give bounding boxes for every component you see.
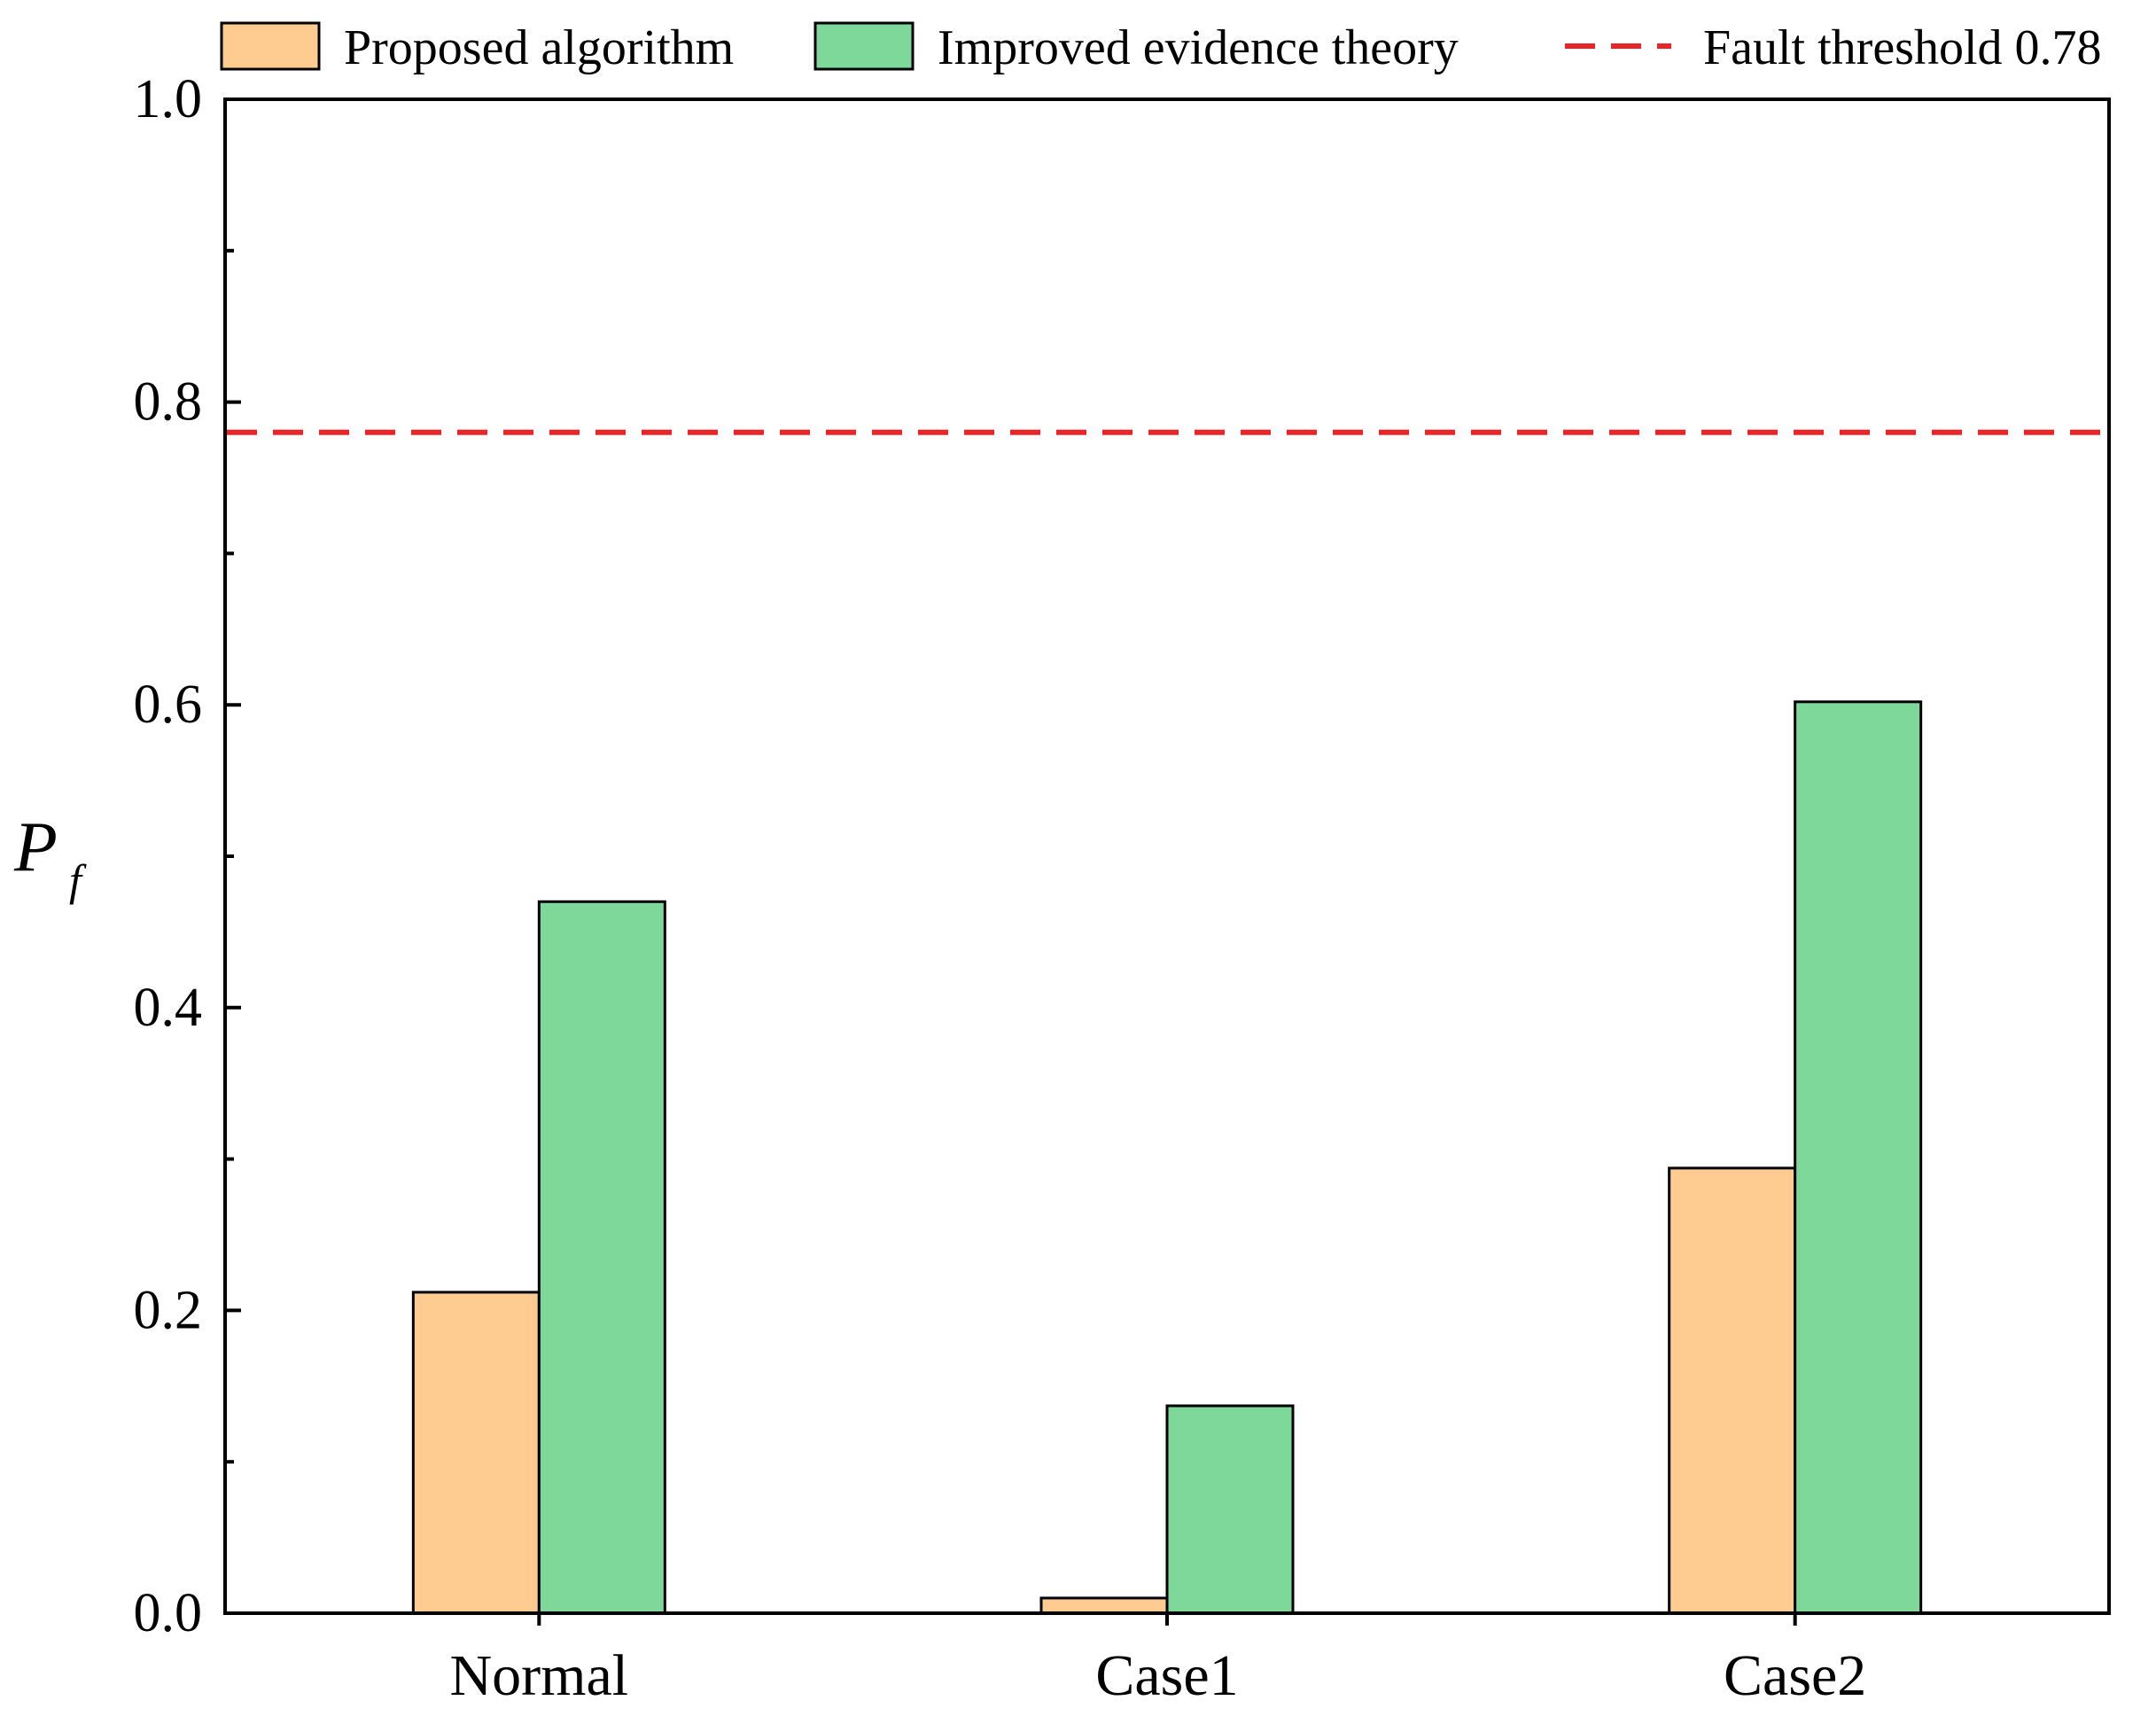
x-axis: Normal Case1 Case2 bbox=[450, 1613, 1866, 1708]
y-tick-label: 0.6 bbox=[134, 675, 203, 735]
bars bbox=[411, 700, 1923, 1615]
bar-normal-improved-evidence-theory bbox=[537, 900, 666, 1615]
y-tick-label: 0.0 bbox=[134, 1583, 203, 1643]
y-tick-label: 0.2 bbox=[134, 1280, 203, 1340]
bar-normal-proposed-algorithm bbox=[411, 1291, 541, 1615]
x-tick-label-case1: Case1 bbox=[1095, 1643, 1238, 1708]
bar-case1-improved-evidence-theory bbox=[1165, 1404, 1295, 1615]
y-tick-label: 1.0 bbox=[134, 69, 203, 129]
y-axis-label: P f bbox=[13, 808, 87, 905]
legend: Proposed algorithm Improved evidence the… bbox=[220, 20, 2102, 75]
legend-label-improved-evidence-theory: Improved evidence theory bbox=[938, 20, 1459, 75]
plot-frame bbox=[223, 98, 2111, 1615]
y-tick-label: 0.4 bbox=[134, 978, 203, 1038]
bar-case1-proposed-algorithm bbox=[1039, 1596, 1169, 1615]
x-tick-label-case2: Case2 bbox=[1724, 1643, 1866, 1708]
x-tick-label-normal: Normal bbox=[450, 1643, 629, 1708]
y-axis-label-main: P bbox=[13, 808, 58, 886]
bar-case2-improved-evidence-theory bbox=[1794, 700, 1923, 1615]
bar-case2-proposed-algorithm bbox=[1668, 1166, 1797, 1615]
legend-label-proposed-algorithm: Proposed algorithm bbox=[344, 20, 734, 75]
y-axis: 0.0 0.2 0.4 0.6 0.8 1.0 bbox=[134, 69, 241, 1643]
legend-swatch-proposed-algorithm bbox=[220, 21, 321, 71]
y-tick-label: 0.8 bbox=[134, 372, 203, 433]
legend-swatch-improved-evidence-theory bbox=[813, 21, 915, 71]
legend-label-fault-threshold: Fault threshold 0.78 bbox=[1703, 20, 2102, 75]
